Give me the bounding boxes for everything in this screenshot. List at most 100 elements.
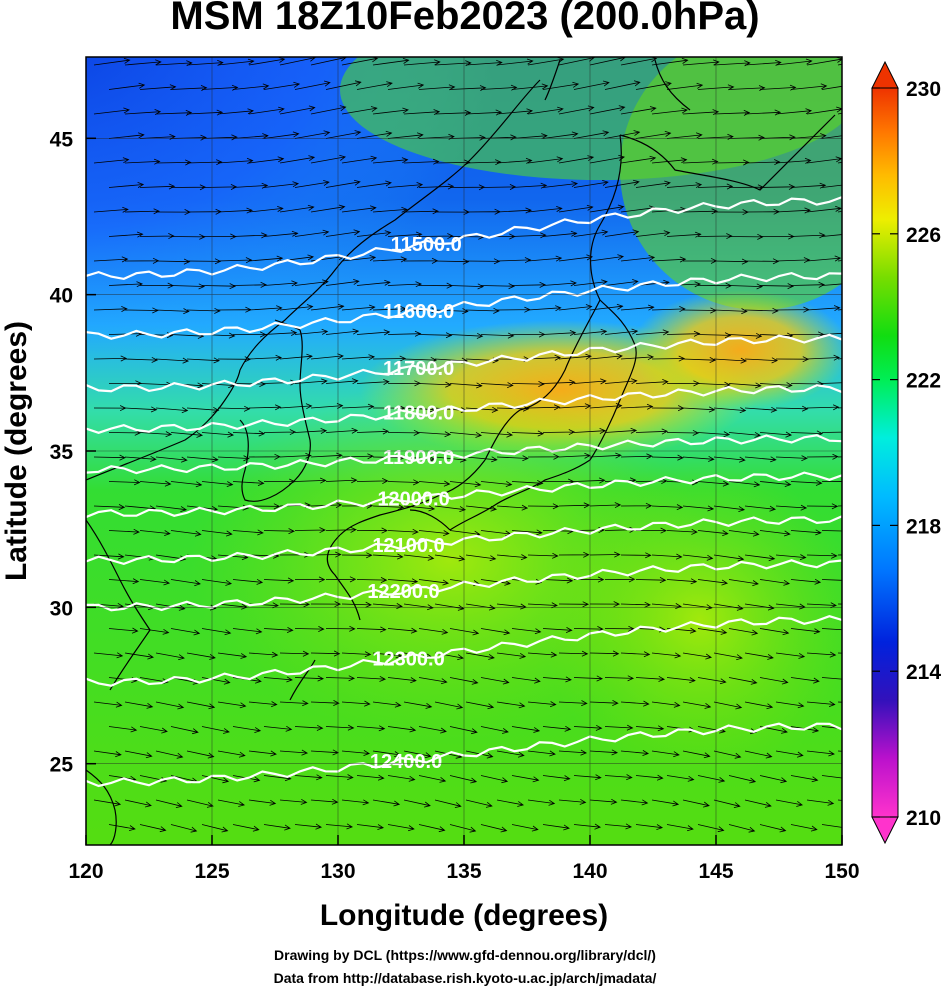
wind-arrow — [325, 477, 358, 484]
wind-arrow — [403, 356, 438, 363]
wind-arrow — [775, 652, 806, 659]
wind-arrow — [651, 355, 686, 362]
contour-label: 12200.0 — [367, 581, 439, 603]
wind-arrow — [635, 527, 667, 534]
wind-arrow — [837, 161, 842, 164]
wind-arrow — [201, 775, 230, 784]
wind-arrow — [232, 628, 263, 635]
wind-arrow — [139, 233, 175, 240]
colorbar-tick-label: 226 — [906, 224, 941, 247]
wind-arrow — [558, 551, 590, 558]
wind-arrow — [713, 258, 749, 265]
wind-arrow — [124, 208, 160, 215]
wind-arrow — [713, 407, 747, 414]
wind-arrow — [651, 57, 689, 66]
colorbar-tick-label: 214 — [906, 661, 941, 684]
wind-arrow — [682, 750, 711, 759]
wind-arrow — [403, 59, 441, 66]
wind-arrow — [837, 63, 842, 66]
wind-arrow — [170, 431, 204, 438]
wind-arrow — [124, 750, 153, 759]
wind-arrow — [559, 849, 585, 854]
x-tick-label: 120 — [68, 860, 103, 883]
x-tick-label: 135 — [446, 860, 481, 883]
wind-arrow — [263, 280, 298, 287]
wind-arrow — [201, 579, 233, 586]
wind-arrow — [558, 353, 592, 360]
wind-arrow — [294, 477, 327, 484]
wind-arrow — [434, 109, 472, 116]
wind-arrow — [821, 530, 842, 532]
wind-arrow — [806, 701, 836, 707]
wind-arrow — [527, 156, 564, 164]
wind-arrow — [744, 307, 779, 314]
wind-arrow — [418, 628, 449, 635]
wind-arrow — [249, 849, 275, 855]
wind-arrow — [666, 677, 696, 684]
wind-arrow — [528, 849, 554, 855]
wind-arrow — [403, 701, 433, 709]
wind-arrow — [806, 799, 835, 806]
wind-arrow — [821, 824, 842, 828]
wind-arrow — [821, 184, 842, 188]
wind-arrow — [589, 798, 618, 805]
wind-arrow — [93, 799, 122, 807]
wind-arrow — [759, 530, 791, 537]
wind-arrow — [108, 578, 140, 585]
map-figure: 11500.0 11600.0 11700.0 11800.0 11900.0 12000… — [0, 56, 941, 932]
wind-arrow — [217, 207, 253, 214]
page-title: MSM 18Z10Feb2023 (200.0hPa) — [170, 0, 760, 38]
wind-arrow — [666, 231, 702, 238]
wind-arrow — [310, 700, 340, 706]
wind-arrow — [404, 849, 429, 856]
wind-arrow — [697, 381, 731, 388]
wind-arrow — [372, 652, 403, 659]
contour-label: 12100.0 — [372, 535, 444, 557]
wind-arrow — [511, 281, 547, 288]
wind-arrow — [480, 628, 511, 636]
wind-arrow — [573, 428, 607, 434]
wind-arrow — [511, 182, 548, 189]
wind-arrow — [124, 799, 152, 808]
wind-arrow — [604, 774, 633, 781]
wind-arrow — [217, 750, 246, 758]
wind-arrow — [604, 279, 639, 286]
wind-arrow — [139, 84, 177, 91]
wind-arrow — [651, 306, 686, 313]
wind-arrow — [93, 256, 129, 263]
wind-arrow — [372, 553, 404, 560]
wind-arrow — [744, 554, 776, 562]
wind-arrow — [418, 677, 448, 685]
wind-arrow — [775, 504, 808, 511]
wind-arrow — [589, 749, 619, 756]
wind-arrow — [790, 578, 822, 585]
wind-arrow — [465, 603, 496, 611]
wind-arrow — [496, 207, 532, 214]
wind-arrow — [542, 478, 575, 485]
wind-arrow — [263, 181, 300, 188]
wind-arrow — [201, 677, 231, 685]
wind-arrow — [108, 627, 139, 634]
wind-arrow — [325, 675, 356, 682]
wind-arrow — [511, 529, 543, 536]
wind-arrow — [124, 356, 159, 363]
wind-arrow — [558, 650, 589, 657]
wind-arrow — [341, 106, 378, 115]
wind-arrow — [465, 554, 497, 562]
wind-arrow — [170, 726, 199, 735]
wind-arrow — [573, 477, 606, 484]
colorbar: 230 226 222 218 214 210 — [871, 60, 941, 845]
wind-arrow — [93, 701, 123, 708]
wind-arrow — [232, 83, 270, 90]
wind-arrow — [651, 652, 682, 659]
wind-arrow — [558, 798, 587, 805]
wind-arrow — [372, 799, 401, 807]
wind-arrow — [403, 455, 436, 462]
wind-arrow — [635, 824, 664, 830]
wind-arrow — [108, 182, 145, 188]
x-tick-label: 150 — [824, 860, 859, 883]
wind-arrow — [465, 701, 495, 710]
wind-arrow — [542, 429, 576, 436]
wind-arrow — [232, 529, 264, 536]
wind-arrow — [418, 381, 452, 388]
